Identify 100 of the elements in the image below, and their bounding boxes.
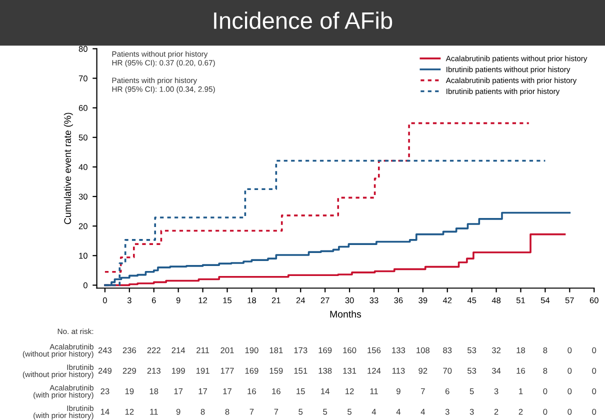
text: 9 (396, 388, 400, 394)
text: 16 (272, 388, 280, 394)
text: 6 (445, 388, 450, 394)
text: 7 (274, 408, 278, 415)
text: 4 (372, 408, 376, 415)
x-tick-label: 30 (345, 297, 354, 304)
text: 19 (125, 388, 134, 394)
y-tick-label: 40 (78, 164, 88, 170)
text: 17 (223, 388, 232, 394)
text: 53 (468, 368, 476, 374)
text: 173 (294, 347, 308, 354)
text: 169 (245, 368, 258, 374)
text: 124 (368, 368, 381, 374)
y-tick-label: 10 (79, 252, 88, 259)
text: 236 (122, 347, 136, 354)
x-tick-label: 6 (152, 297, 156, 304)
text: 191 (196, 368, 210, 374)
text: 12 (125, 408, 134, 415)
text: 8 (543, 347, 548, 354)
text: 159 (270, 368, 283, 374)
y-tick-label: 30 (78, 194, 88, 200)
text: 222 (147, 347, 160, 354)
x-tick-label: 42 (442, 297, 452, 304)
y-tick-label: 0 (83, 282, 88, 288)
y-tick-label: 60 (78, 105, 88, 111)
y-tick-label: 20 (78, 223, 88, 230)
text: 0 (592, 388, 596, 394)
text: 11 (370, 388, 378, 394)
text: 18 (516, 347, 526, 354)
text: 8 (225, 408, 230, 415)
x-tick-label: 15 (223, 297, 232, 304)
x-axis-title: Months (330, 310, 362, 318)
x-tick-label: 57 (565, 297, 574, 304)
text: 0 (592, 347, 596, 354)
text: 0 (543, 408, 548, 415)
text: 0 (568, 408, 572, 415)
text: 17 (198, 388, 207, 394)
text: 15 (296, 388, 305, 394)
text: 211 (196, 347, 210, 354)
text: 3 (494, 388, 498, 394)
text: 190 (245, 347, 258, 354)
chart-title: Incidence of AFib (214, 12, 392, 30)
text: 3 (470, 408, 474, 415)
text: 0 (592, 368, 596, 374)
text: 5 (323, 408, 328, 415)
text: 243 (98, 347, 112, 354)
text: 4 (396, 408, 401, 415)
x-tick-label: 54 (540, 297, 550, 304)
text: 14 (321, 388, 330, 394)
x-tick-label: 45 (467, 297, 476, 304)
text: 17 (174, 388, 183, 394)
text: 1 (519, 388, 523, 394)
text: 34 (492, 368, 501, 374)
text: 92 (418, 368, 428, 374)
text: 0 (568, 388, 572, 394)
text: 0 (568, 347, 572, 354)
y-tick-label: 50 (78, 134, 88, 140)
text: 7 (250, 408, 254, 415)
text: 214 (172, 347, 186, 354)
text: 32 (492, 347, 500, 354)
text: 2 (518, 408, 523, 415)
text: 8 (200, 408, 205, 415)
text: 213 (147, 368, 160, 374)
text: 2 (494, 408, 498, 415)
text: 169 (318, 347, 332, 354)
text: 151 (294, 368, 308, 374)
x-tick-label: 39 (418, 297, 428, 304)
text: 70 (443, 368, 452, 374)
x-tick-label: 0 (102, 297, 107, 304)
text: 8 (543, 368, 548, 374)
text: 133 (392, 347, 406, 354)
text: 11 (150, 408, 158, 415)
text: 16 (248, 388, 256, 394)
y-tick-label: 70 (78, 75, 88, 82)
text: 4 (420, 408, 425, 415)
x-tick-label: 33 (370, 297, 378, 304)
x-tick-label: 51 (516, 297, 525, 304)
text: 108 (416, 347, 430, 354)
x-tick-label: 60 (590, 297, 598, 304)
text: 53 (468, 347, 476, 354)
text: 83 (443, 347, 452, 354)
text: 23 (100, 388, 110, 394)
x-tick-label: 24 (296, 297, 306, 304)
text: 201 (220, 347, 234, 354)
text: 113 (392, 368, 405, 374)
x-tick-label: 9 (176, 297, 180, 304)
x-tick-label: 3 (127, 297, 132, 304)
text: 0 (543, 388, 548, 394)
text: 12 (346, 388, 354, 394)
text: 138 (318, 368, 332, 374)
x-tick-label: 12 (198, 297, 207, 304)
text: 16 (516, 368, 526, 374)
x-tick-label: 27 (320, 297, 330, 304)
text: 3 (445, 408, 450, 415)
text: 7 (421, 388, 425, 394)
text: 0 (568, 368, 572, 374)
x-tick-label: 18 (248, 297, 256, 304)
text: 160 (343, 347, 356, 354)
text: 14 (100, 408, 110, 415)
x-tick-label: 21 (272, 297, 280, 304)
